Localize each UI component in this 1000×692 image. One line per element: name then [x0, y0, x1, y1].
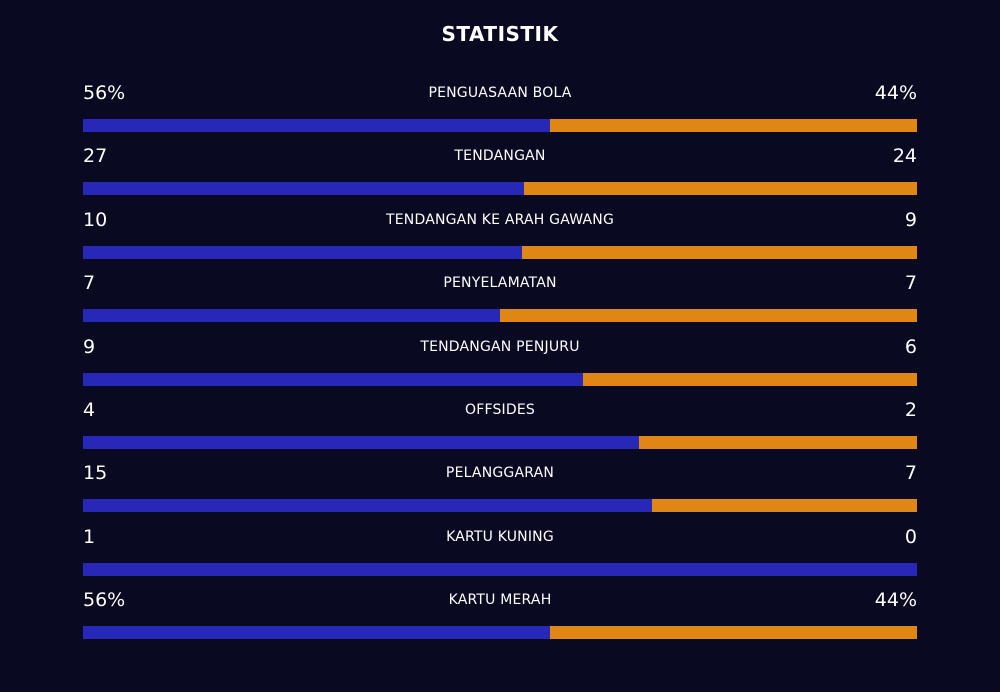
comparison-bar: [83, 435, 917, 449]
stat-row: 15 PELANGGARAN 7: [83, 461, 917, 524]
stat-label: OFFSIDES: [464, 401, 535, 418]
away-value: 6: [904, 335, 917, 358]
panel-title: STATISTIK: [441, 22, 559, 46]
home-bar-segment: [83, 182, 525, 196]
away-value: 7: [904, 462, 917, 485]
stat-label: PENGUASAAN BOLA: [428, 85, 572, 101]
away-bar-segment: [550, 119, 917, 132]
away-value: 0: [904, 525, 917, 548]
stat-label: TENDANGAN KE ARAH GAWANG: [385, 211, 614, 228]
home-bar-segment: [83, 372, 584, 386]
away-value: 7: [904, 272, 917, 295]
stat-row: 1 KARTU KUNING 0: [83, 525, 917, 588]
home-bar-segment: [83, 499, 652, 513]
stat-label: TENDANGAN PENJURU: [420, 338, 580, 355]
home-value: 56%: [83, 589, 126, 612]
away-bar-segment: [524, 182, 917, 196]
stat-label: PELANGGARAN: [445, 465, 555, 482]
home-value: 1: [83, 525, 96, 548]
stat-row: 9 TENDANGAN PENJURU 6: [83, 335, 917, 398]
home-value: 10: [83, 208, 108, 231]
stat-row: 4 OFFSIDES 2: [83, 398, 917, 461]
away-value: 2: [904, 398, 917, 421]
stat-row: 7 PENYELAMATAN 7: [83, 271, 917, 334]
home-bar-segment: [83, 119, 551, 132]
stat-label: TENDANGAN: [454, 148, 546, 165]
home-value: 9: [83, 335, 96, 358]
home-bar-segment: [83, 245, 522, 259]
comparison-bar: [83, 562, 917, 576]
stats-list: 56% PENGUASAAN BOLA 44% 27 TENDANGAN 24 10 TEND…: [83, 81, 917, 652]
home-value: 27: [83, 145, 108, 168]
away-bar-segment: [550, 626, 917, 640]
home-value: 15: [83, 462, 108, 485]
home-bar-segment: [83, 626, 551, 640]
home-bar-segment: [83, 435, 640, 449]
comparison-bar: [83, 372, 917, 386]
away-value: 9: [904, 208, 917, 231]
stat-row: 27 TENDANGAN 24: [83, 144, 917, 207]
away-bar-segment: [639, 435, 917, 449]
away-value: 44%: [874, 589, 917, 612]
away-value: 24: [892, 145, 917, 168]
stat-label: KARTU MERAH: [448, 592, 552, 609]
away-value: 44%: [874, 82, 917, 104]
stat-row: 10 TENDANGAN KE ARAH GAWANG 9: [83, 208, 917, 271]
stat-row: 56% PENGUASAAN BOLA 44%: [83, 81, 917, 144]
home-value: 7: [83, 272, 96, 295]
stat-row: 56% KARTU MERAH 44%: [83, 588, 917, 651]
home-value: 56%: [83, 82, 126, 104]
comparison-bar: [83, 309, 917, 323]
stat-label: KARTU KUNING: [446, 528, 554, 545]
comparison-bar: [83, 119, 917, 132]
home-bar-segment: [83, 309, 500, 323]
home-value: 4: [83, 398, 96, 421]
home-bar-segment: [83, 562, 917, 576]
away-bar-segment: [651, 499, 917, 513]
away-bar-segment: [500, 309, 917, 323]
comparison-bar: [83, 245, 917, 259]
comparison-bar: [83, 182, 917, 196]
away-bar-segment: [521, 245, 917, 259]
away-bar-segment: [583, 372, 917, 386]
comparison-bar: [83, 626, 917, 640]
comparison-bar: [83, 499, 917, 513]
stat-label: PENYELAMATAN: [443, 275, 557, 292]
